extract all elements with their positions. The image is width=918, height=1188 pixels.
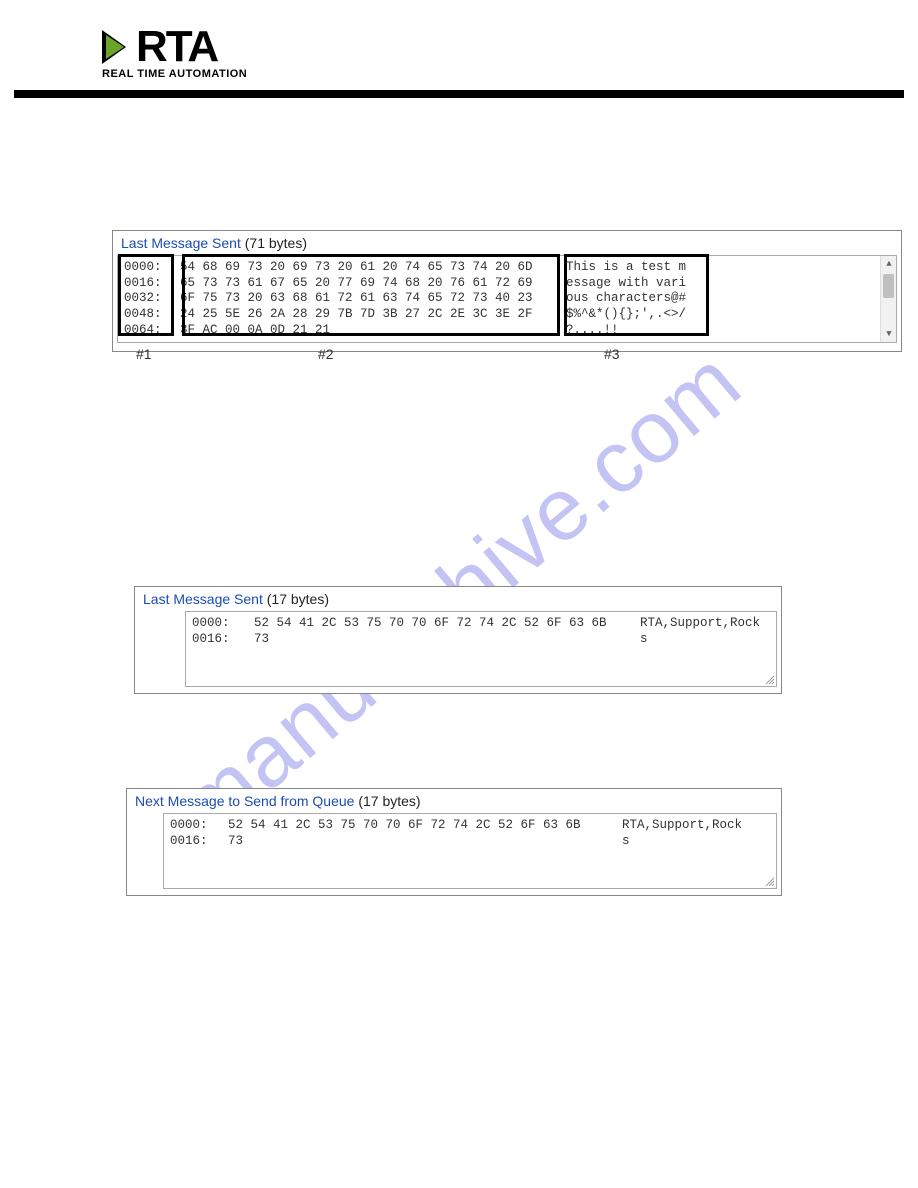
offset-cell: 0000: [124, 260, 180, 276]
box-label-3: #3 [604, 346, 620, 362]
offset-cell: 0000: [192, 616, 254, 632]
hex-row: 0064: 3F AC 00 0A 0D 21 21 ?....!! [124, 323, 876, 339]
resize-handle-icon[interactable] [764, 674, 774, 684]
hex-cell: 52 54 41 2C 53 75 70 70 6F 72 74 2C 52 6… [228, 818, 622, 834]
offset-cell: 0032: [124, 291, 180, 307]
hex-row: 0048: 24 25 5E 26 2A 28 29 7B 7D 3B 27 2… [124, 307, 876, 323]
hex-row: 0016: 65 73 73 61 67 65 20 77 69 74 68 2… [124, 276, 876, 292]
hex-row: 0000: 52 54 41 2C 53 75 70 70 6F 72 74 2… [170, 818, 770, 834]
offset-cell: 0016: [124, 276, 180, 292]
panel-title-bytes: (17 bytes) [354, 793, 420, 809]
resize-handle-icon[interactable] [764, 876, 774, 886]
panel-title-link[interactable]: Last Message Sent [121, 235, 241, 251]
logo-subtext: REAL TIME AUTOMATION [102, 68, 918, 80]
scroll-thumb[interactable] [883, 274, 894, 298]
hex-cell: 52 54 41 2C 53 75 70 70 6F 72 74 2C 52 6… [254, 616, 640, 632]
offset-cell: 0000: [170, 818, 228, 834]
hex-cell: 3F AC 00 0A 0D 21 21 [180, 323, 566, 339]
scroll-up-icon[interactable]: ▲ [881, 256, 897, 272]
message-panel-1: Last Message Sent (71 bytes) 0000: 54 68… [112, 230, 902, 352]
ascii-cell: $%^&*(){};',.<>/ [566, 307, 716, 323]
logo: RTA [100, 22, 918, 72]
panel-title: Last Message Sent (71 bytes) [113, 231, 901, 253]
hex-cell: 54 68 69 73 20 69 73 20 61 20 74 65 73 7… [180, 260, 566, 276]
header-divider [14, 90, 904, 98]
box-label-2: #2 [318, 346, 334, 362]
hex-cell: 65 73 73 61 67 65 20 77 69 74 68 20 76 6… [180, 276, 566, 292]
panel-title: Next Message to Send from Queue (17 byte… [127, 789, 781, 811]
page-header: RTA REAL TIME AUTOMATION [0, 0, 918, 80]
offset-cell: 0048: [124, 307, 180, 323]
hex-cell: 73 [254, 632, 640, 648]
ascii-cell: s [640, 632, 790, 648]
hex-dump-body: 0000: 52 54 41 2C 53 75 70 70 6F 72 74 2… [163, 813, 777, 889]
logo-text: RTA [136, 22, 217, 72]
offset-cell: 0016: [192, 632, 254, 648]
scroll-down-icon[interactable]: ▼ [881, 326, 897, 342]
offset-cell: 0064: [124, 323, 180, 339]
panel-title: Last Message Sent (17 bytes) [135, 587, 781, 609]
scrollbar[interactable]: ▲ ▼ [880, 256, 896, 342]
panel-title-bytes: (71 bytes) [241, 235, 307, 251]
ascii-cell: RTA,Support,Rock [622, 818, 772, 834]
hex-cell: 24 25 5E 26 2A 28 29 7B 7D 3B 27 2C 2E 3… [180, 307, 566, 323]
hex-row: 0032: 6F 75 73 20 63 68 61 72 61 63 74 6… [124, 291, 876, 307]
hex-dump-body: 0000: 52 54 41 2C 53 75 70 70 6F 72 74 2… [185, 611, 777, 687]
hex-cell: 73 [228, 834, 622, 850]
message-panel-2: Last Message Sent (17 bytes) 0000: 52 54… [134, 586, 782, 694]
hex-cell: 6F 75 73 20 63 68 61 72 61 63 74 65 72 7… [180, 291, 566, 307]
ascii-cell: RTA,Support,Rock [640, 616, 790, 632]
panel-title-bytes: (17 bytes) [263, 591, 329, 607]
hex-row: 0016: 73 s [192, 632, 770, 648]
ascii-cell: s [622, 834, 772, 850]
panel-title-link[interactable]: Next Message to Send from Queue [135, 793, 354, 809]
ascii-cell: ?....!! [566, 323, 716, 339]
box-label-1: #1 [136, 346, 152, 362]
hex-row: 0016: 73 s [170, 834, 770, 850]
hex-dump-body: 0000: 54 68 69 73 20 69 73 20 61 20 74 6… [117, 255, 897, 343]
ascii-cell: essage with vari [566, 276, 716, 292]
hex-row: 0000: 54 68 69 73 20 69 73 20 61 20 74 6… [124, 260, 876, 276]
ascii-cell: This is a test m [566, 260, 716, 276]
rta-logo-icon [100, 26, 132, 68]
hex-row: 0000: 52 54 41 2C 53 75 70 70 6F 72 74 2… [192, 616, 770, 632]
panel-title-link[interactable]: Last Message Sent [143, 591, 263, 607]
offset-cell: 0016: [170, 834, 228, 850]
message-panel-3: Next Message to Send from Queue (17 byte… [126, 788, 782, 896]
ascii-cell: ous characters@# [566, 291, 716, 307]
